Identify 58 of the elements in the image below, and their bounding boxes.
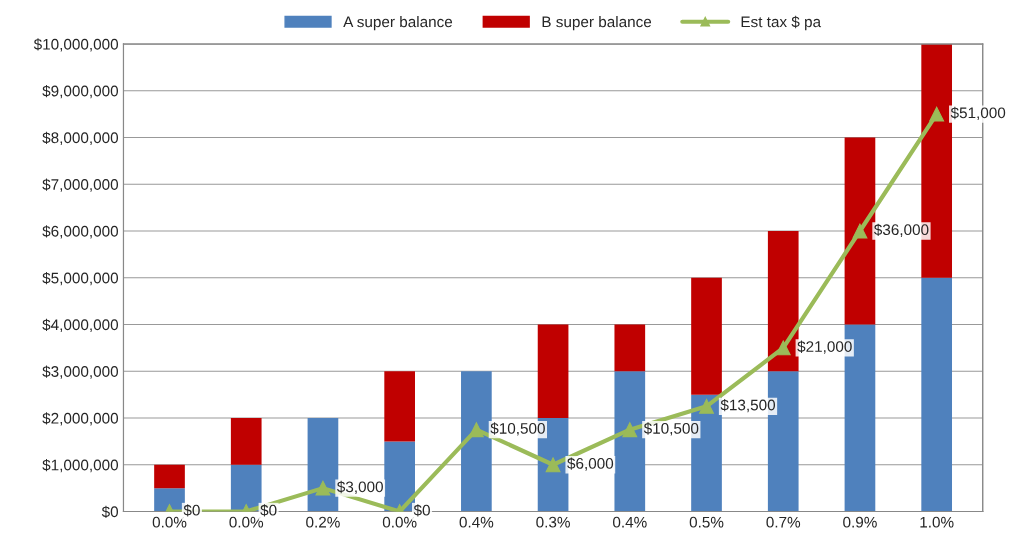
- x-tick-label: 0.0%: [382, 516, 417, 528]
- y-tick-label: $2,000,000: [42, 412, 119, 426]
- point: [315, 480, 331, 496]
- x-tick-label: 0.5%: [689, 516, 724, 528]
- x-tick-label: 0.2%: [306, 516, 340, 528]
- bar: [691, 277, 722, 395]
- point: [699, 398, 714, 414]
- bar: [614, 371, 646, 512]
- point: [622, 422, 638, 438]
- y-tick-label: $3,000,000: [42, 365, 119, 379]
- legend-label: B super balance: [542, 16, 652, 31]
- bar: [230, 418, 262, 465]
- x-tick-label: 0.4%: [459, 516, 494, 528]
- x-tick-label: 0.0%: [152, 516, 187, 528]
- data-label: $10,500: [643, 422, 699, 436]
- bar: [461, 371, 492, 512]
- legend-label: Est tax $ pa: [741, 15, 822, 31]
- bar: [537, 324, 569, 418]
- data-label: $0: [413, 504, 430, 517]
- point: [929, 106, 945, 122]
- bar: [767, 231, 799, 372]
- y-tick-label: $4,000,000: [42, 318, 119, 332]
- bar: [921, 277, 953, 512]
- y-tick-label: $9,000,000: [42, 84, 119, 99]
- y-tick-label: $0: [101, 505, 119, 519]
- x-tick-label: 0.4%: [612, 516, 647, 528]
- y-tick-label: $1,000,000: [42, 458, 119, 473]
- point: [545, 457, 561, 473]
- bar: [614, 324, 646, 372]
- bar: [154, 464, 185, 489]
- x-tick-label: 0.9%: [843, 516, 877, 528]
- y-tick-label: $8,000,000: [42, 131, 119, 145]
- y-tick-label: $5,000,000: [42, 271, 119, 286]
- data-label: $13,500: [720, 398, 776, 413]
- bar: [307, 418, 339, 512]
- bar: [384, 371, 415, 442]
- x-tick-label: 0.3%: [536, 516, 570, 528]
- legend-label: A super balance: [343, 16, 453, 31]
- data-label: $6,000: [567, 457, 614, 471]
- data-label: $3,000: [336, 480, 383, 495]
- point: [468, 422, 484, 438]
- data-label: $0: [183, 504, 200, 517]
- x-tick-label: 1.0%: [920, 516, 954, 528]
- bar: [230, 464, 262, 512]
- point: [775, 340, 791, 356]
- data-label: $36,000: [874, 223, 929, 237]
- bar: [844, 137, 876, 325]
- x-tick-label: 0.0%: [229, 516, 264, 528]
- bar: [384, 441, 415, 512]
- data-label: $21,000: [797, 340, 852, 354]
- y-tick-label: $7,000,000: [42, 178, 119, 192]
- data-label: $10,500: [490, 422, 545, 436]
- data-label: $51,000: [950, 106, 1006, 121]
- x-tick-label: 0.7%: [766, 516, 801, 528]
- y-tick-label: $6,000,000: [42, 225, 119, 239]
- data-label: $0: [260, 504, 277, 517]
- y-tick-label: $10,000,000: [33, 38, 119, 52]
- point: [852, 223, 868, 239]
